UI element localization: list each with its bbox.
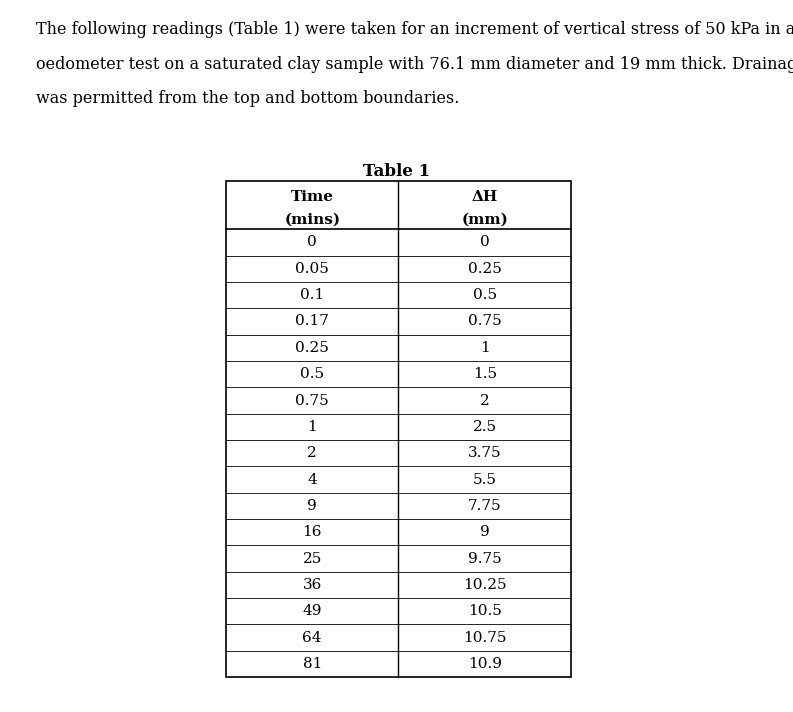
Text: 1.5: 1.5 — [473, 367, 496, 381]
Text: 0.17: 0.17 — [295, 315, 329, 328]
Text: 0.5: 0.5 — [473, 288, 496, 302]
Text: 7.75: 7.75 — [468, 499, 501, 513]
Text: 49: 49 — [302, 604, 322, 618]
Text: ΔH: ΔH — [472, 189, 498, 204]
Text: was permitted from the top and bottom boundaries.: was permitted from the top and bottom bo… — [36, 90, 459, 107]
Text: 9: 9 — [480, 525, 489, 539]
Text: 0.75: 0.75 — [295, 394, 329, 407]
Bar — [226, 181, 571, 677]
Text: 10.9: 10.9 — [468, 657, 502, 671]
Text: 1: 1 — [308, 420, 317, 434]
Text: 0.75: 0.75 — [468, 315, 502, 328]
Text: The following readings (Table 1) were taken for an increment of vertical stress : The following readings (Table 1) were ta… — [36, 21, 793, 38]
Text: 64: 64 — [302, 631, 322, 644]
Text: 0.5: 0.5 — [301, 367, 324, 381]
Text: 81: 81 — [303, 657, 322, 671]
Text: 10.25: 10.25 — [463, 578, 507, 592]
Text: 36: 36 — [303, 578, 322, 592]
Text: 16: 16 — [302, 525, 322, 539]
Text: 5.5: 5.5 — [473, 473, 496, 486]
Text: 25: 25 — [303, 552, 322, 565]
Text: 0: 0 — [308, 236, 317, 249]
Text: 0.25: 0.25 — [468, 262, 502, 276]
Text: Table 1: Table 1 — [363, 163, 430, 180]
Text: 3.75: 3.75 — [468, 446, 501, 460]
Text: 0: 0 — [480, 236, 489, 249]
Text: (mins): (mins) — [284, 212, 340, 226]
Text: 4: 4 — [308, 473, 317, 486]
Text: 2: 2 — [480, 394, 489, 407]
Text: 0.05: 0.05 — [295, 262, 329, 276]
Text: 9.75: 9.75 — [468, 552, 502, 565]
Text: 0.1: 0.1 — [300, 288, 324, 302]
Text: 9: 9 — [308, 499, 317, 513]
Text: oedometer test on a saturated clay sample with 76.1 mm diameter and 19 mm thick.: oedometer test on a saturated clay sampl… — [36, 56, 793, 73]
Text: (mm): (mm) — [462, 212, 508, 226]
Text: 2: 2 — [308, 446, 317, 460]
Text: Time: Time — [291, 189, 334, 204]
Text: 1: 1 — [480, 341, 489, 355]
Text: 10.5: 10.5 — [468, 604, 502, 618]
Text: 2.5: 2.5 — [473, 420, 496, 434]
Text: 10.75: 10.75 — [463, 631, 507, 644]
Text: 0.25: 0.25 — [295, 341, 329, 355]
